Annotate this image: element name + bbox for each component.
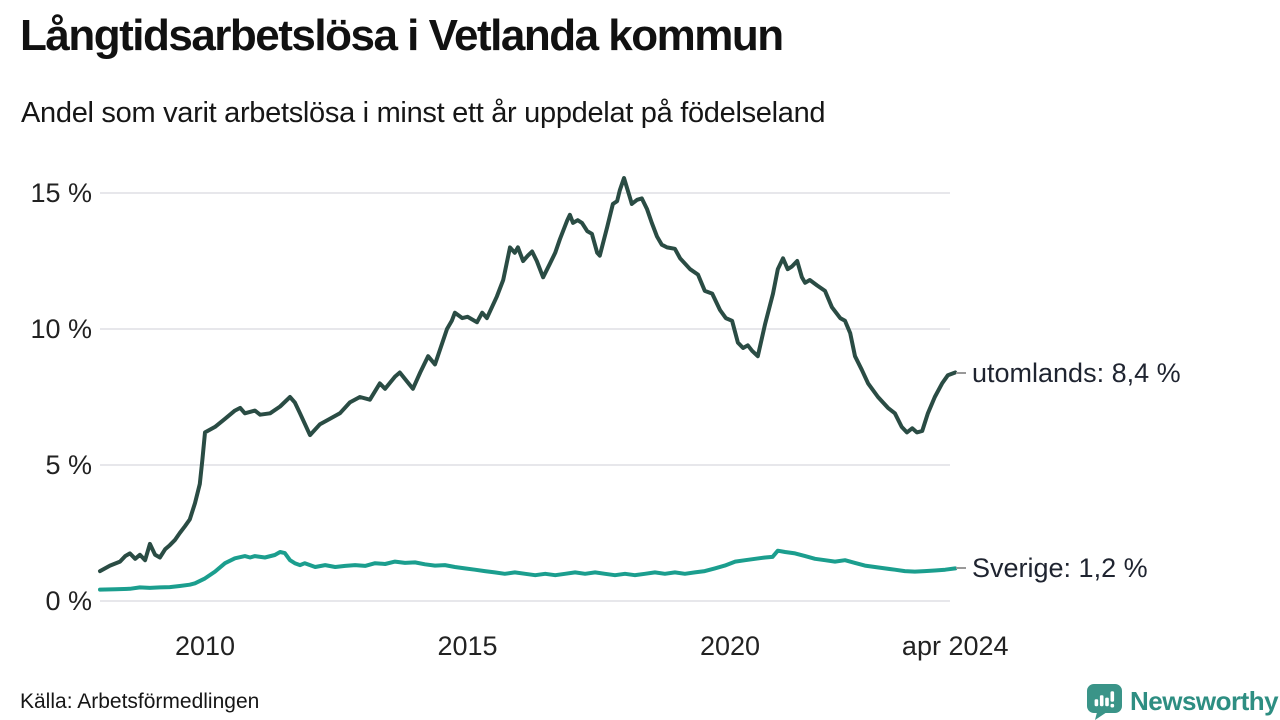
newsworthy-logo-icon [1087, 684, 1122, 720]
chart-title: Långtidsarbetslösa i Vetlanda kommun [20, 11, 784, 60]
logo-bar-icon [1094, 699, 1099, 707]
y-axis-tick-15: 15 % [30, 178, 92, 208]
x-axis-tick-apr-2024: apr 2024 [901, 631, 1009, 661]
logo-exclamation-icon [1110, 691, 1115, 702]
logo-bar-icon [1105, 697, 1109, 707]
y-axis-tick-5: 5 % [45, 450, 92, 480]
y-axis-tick-10: 10 % [30, 314, 92, 344]
label-connector-dash [956, 567, 966, 570]
x-axis-tick-2010: 2010 [174, 631, 236, 661]
series-end-label-utomlands: utomlands: 8,4 % [956, 357, 1181, 389]
x-axis-tick-2015: 2015 [437, 631, 498, 661]
x-axis-tick-2020: 2020 [699, 631, 761, 661]
series-label-text: utomlands: 8,4 % [972, 357, 1181, 388]
label-connector-dash [956, 371, 966, 374]
logo-bar-icon [1099, 695, 1104, 707]
newsworthy-wordmark: Newsworthy [1130, 686, 1279, 716]
series-line-sverige [98, 548, 958, 592]
series-label-text: Sverige: 1,2 % [972, 553, 1148, 584]
newsworthy-branding: Newsworthy [1086, 683, 1279, 720]
series-end-label-sverige: Sverige: 1,2 % [956, 552, 1148, 584]
y-axis-tick-0: 0 % [45, 586, 92, 616]
series-line-utomlands [98, 176, 958, 574]
chart-subtitle: Andel som varit arbetslösa i minst ett å… [21, 97, 826, 129]
source-attribution: Källa: Arbetsförmedlingen [20, 690, 260, 713]
logo-exclamation-dot [1110, 703, 1115, 708]
